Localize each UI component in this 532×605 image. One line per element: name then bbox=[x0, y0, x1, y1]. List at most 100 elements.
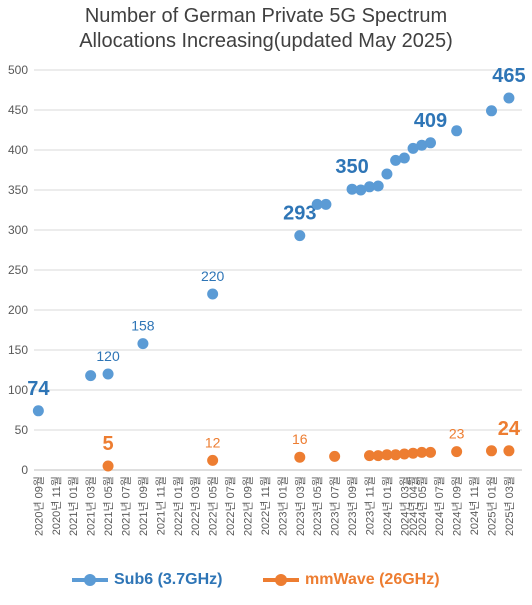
sub6-point bbox=[503, 92, 515, 104]
mmwave-point bbox=[451, 446, 463, 458]
x-tick-label: 2023년 05월 bbox=[311, 476, 324, 536]
chart-title: Number of German Private 5G Spectrum All… bbox=[0, 4, 532, 54]
sub6-point bbox=[372, 180, 384, 192]
x-tick-label: 2021년 07월 bbox=[120, 476, 133, 536]
x-tick-label: 2022년 11월 bbox=[259, 476, 272, 535]
mmwave-point bbox=[407, 447, 419, 459]
x-tick-label: 2023년 01월 bbox=[276, 476, 289, 536]
x-tick-label: 2022년 07월 bbox=[224, 476, 237, 536]
legend-item-sub6[interactable]: Sub6 (3.7GHz) bbox=[72, 567, 222, 593]
x-tick-label: 2024년 09월 bbox=[451, 476, 464, 536]
data-label: 120 bbox=[96, 348, 120, 364]
y-tick-label: 500 bbox=[8, 63, 28, 77]
x-tick-label: 2023년 03월 bbox=[294, 476, 307, 536]
data-label: 5 bbox=[103, 433, 114, 455]
sub6-point bbox=[425, 137, 436, 149]
mmwave-point bbox=[381, 449, 393, 461]
x-tick-label: 2021년 03월 bbox=[85, 476, 98, 536]
x-tick-label: 2024년 01월 bbox=[381, 476, 394, 536]
legend: Sub6 (3.7GHz) mmWave (26GHz) bbox=[0, 567, 532, 593]
x-tick-label: 2021년 01월 bbox=[67, 476, 80, 536]
mmwave-point bbox=[398, 448, 410, 460]
x-tick-label: 2021년 05월 bbox=[102, 476, 115, 536]
sub6-point bbox=[364, 181, 375, 193]
sub6-point bbox=[294, 230, 306, 242]
mmwave-point bbox=[102, 460, 114, 472]
legend-label-mmwave: mmWave (26GHz) bbox=[305, 571, 440, 588]
data-label: 220 bbox=[201, 268, 225, 284]
x-tick-label: 2021년 11월 bbox=[154, 476, 167, 535]
sub6-point bbox=[137, 338, 149, 350]
sub6-point bbox=[346, 183, 358, 195]
x-tick-label: 2024년 11월 bbox=[468, 476, 481, 535]
x-tick-label: 2024년 03월 bbox=[398, 476, 411, 536]
sub6-point bbox=[451, 125, 463, 137]
x-tick-label: 2023년 07월 bbox=[329, 476, 342, 536]
y-tick-label: 350 bbox=[8, 183, 28, 197]
x-tick-label: 2022년 03월 bbox=[189, 476, 202, 536]
sub6-point bbox=[355, 184, 367, 196]
data-label: 350 bbox=[335, 156, 368, 178]
y-tick-label: 0 bbox=[21, 463, 28, 477]
mmwave-point bbox=[486, 445, 497, 457]
chart-title-line-2: Allocations Increasing(updated May 2025) bbox=[79, 30, 453, 52]
y-tick-label: 200 bbox=[8, 303, 28, 317]
data-label: 23 bbox=[449, 426, 465, 442]
sub6-point bbox=[486, 105, 497, 117]
y-tick-label: 300 bbox=[8, 223, 28, 237]
mmwave-point bbox=[294, 451, 306, 463]
x-tick-label: 2025년 03월 bbox=[503, 476, 516, 536]
y-tick-label: 450 bbox=[8, 103, 28, 117]
data-label: 12 bbox=[205, 434, 221, 450]
sub6-point bbox=[407, 142, 419, 154]
mmwave-point bbox=[372, 450, 384, 462]
x-tick-label: 2021년 09월 bbox=[137, 476, 150, 536]
sub6-point bbox=[311, 198, 323, 210]
x-tick-label: 2023년 11월 bbox=[364, 476, 377, 535]
x-tick-label: 2024년 05월 bbox=[416, 476, 429, 536]
sub6-point bbox=[102, 368, 114, 380]
sub6-point bbox=[381, 168, 393, 180]
sub6-point bbox=[207, 288, 219, 300]
sub6-point bbox=[32, 405, 44, 417]
sub6-point bbox=[398, 152, 410, 164]
y-tick-label: 100 bbox=[8, 383, 28, 397]
mmwave-point bbox=[390, 449, 402, 461]
x-tick-label: 2020년 09월 bbox=[32, 476, 45, 536]
legend-item-mmwave[interactable]: mmWave (26GHz) bbox=[263, 567, 440, 593]
x-tick-label: 2022년 09월 bbox=[242, 476, 255, 536]
data-label: 16 bbox=[292, 431, 308, 447]
data-label: 293 bbox=[283, 203, 316, 225]
y-tick-label: 50 bbox=[15, 423, 29, 437]
mmwave-point bbox=[416, 446, 428, 458]
x-tick-label: 2024년 04월 bbox=[407, 476, 420, 536]
data-label: 24 bbox=[498, 418, 521, 440]
chart-title-line-1: Number of German Private 5G Spectrum bbox=[84, 5, 448, 27]
x-tick-label: 2025년 01월 bbox=[486, 476, 499, 536]
mmwave-point bbox=[329, 450, 341, 462]
x-tick-label: 2022년 01월 bbox=[172, 476, 185, 536]
sub6-point bbox=[416, 139, 428, 151]
legend-marker-sub6 bbox=[72, 574, 108, 586]
sub6-point bbox=[320, 198, 332, 210]
y-tick-label: 400 bbox=[8, 143, 28, 157]
y-tick-label: 250 bbox=[8, 263, 28, 277]
legend-marker-mmwave bbox=[263, 574, 299, 586]
data-label: 409 bbox=[414, 110, 447, 132]
mmwave-point bbox=[364, 450, 375, 462]
data-label: 74 bbox=[27, 378, 50, 400]
mmwave-point bbox=[207, 454, 219, 466]
mmwave-point bbox=[425, 446, 436, 458]
x-tick-label: 2022년 05월 bbox=[207, 476, 220, 536]
x-tick-label: 2024년 07월 bbox=[433, 476, 446, 536]
mmwave-point bbox=[503, 445, 515, 457]
data-label: 158 bbox=[131, 318, 155, 334]
x-tick-label: 2020년 11월 bbox=[50, 476, 63, 535]
data-label: 465 bbox=[492, 65, 525, 87]
x-tick-label: 2023년 09월 bbox=[346, 476, 359, 536]
sub6-point bbox=[390, 154, 402, 166]
y-tick-label: 150 bbox=[8, 343, 28, 357]
sub6-point bbox=[85, 370, 97, 382]
legend-label-sub6: Sub6 (3.7GHz) bbox=[114, 571, 223, 588]
